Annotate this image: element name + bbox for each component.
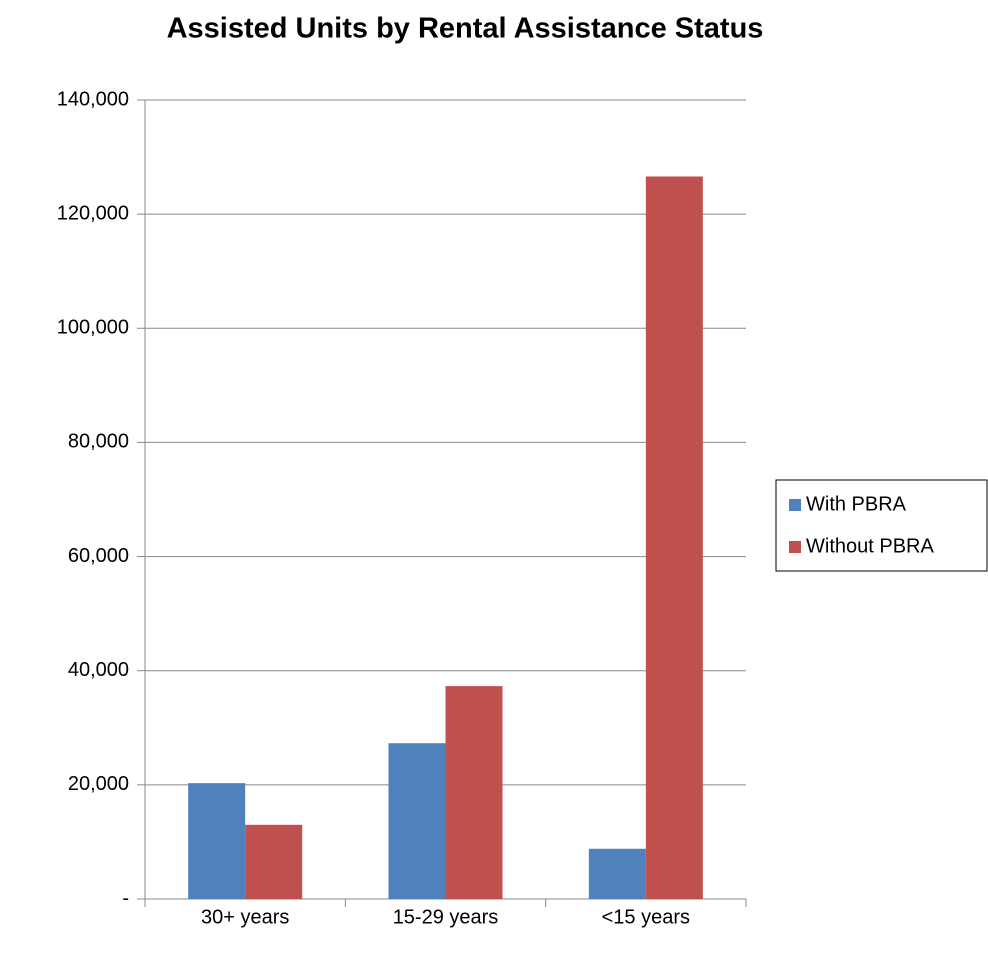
bar [245, 824, 303, 899]
y-tick-label: 140,000 [57, 88, 129, 110]
bar [188, 783, 246, 899]
x-tick-label: 15-29 years [393, 906, 499, 928]
bar [588, 848, 646, 899]
legend-swatch [789, 499, 801, 511]
y-tick-label: 60,000 [68, 545, 129, 567]
chart-title: Assisted Units by Rental Assistance Stat… [167, 13, 764, 45]
legend-label: Without PBRA [806, 535, 934, 557]
x-tick-label: <15 years [602, 906, 690, 928]
legend-label: With PBRA [806, 493, 907, 515]
y-tick-label: 120,000 [57, 202, 129, 224]
y-tick-label: 80,000 [68, 431, 129, 453]
x-tick-label: 30+ years [201, 906, 289, 928]
legend-swatch [789, 541, 801, 553]
y-tick-label: 40,000 [68, 659, 129, 681]
bar [388, 743, 446, 899]
legend-box [775, 479, 988, 572]
bar [645, 176, 703, 899]
y-tick-label: - [122, 887, 129, 909]
y-tick-label: 20,000 [68, 773, 129, 795]
y-tick-label: 100,000 [57, 317, 129, 339]
bar [445, 686, 503, 899]
